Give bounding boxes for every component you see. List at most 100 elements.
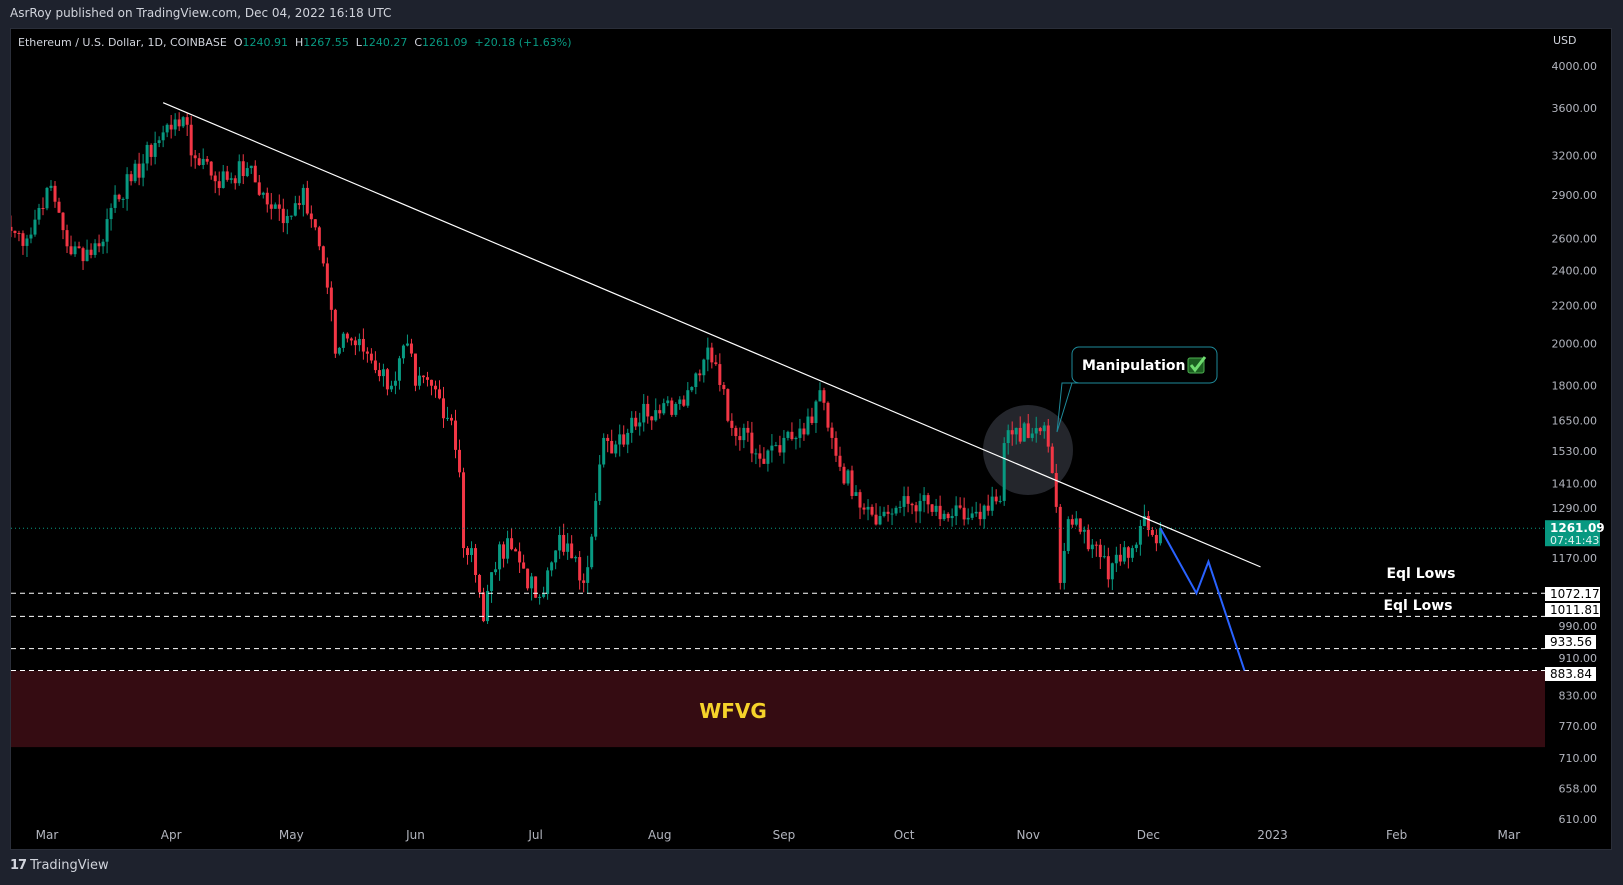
candle-body[interactable] (149, 144, 153, 157)
candle-body[interactable] (85, 249, 89, 262)
candle-body[interactable] (265, 192, 269, 205)
candle-body[interactable] (698, 373, 702, 376)
candle-body[interactable] (1146, 516, 1150, 530)
candle-body[interactable] (562, 534, 566, 552)
candle-body[interactable] (109, 207, 113, 220)
candle-body[interactable] (1114, 554, 1118, 564)
candle-body[interactable] (902, 496, 906, 507)
candle-body[interactable] (558, 534, 562, 551)
candle-body[interactable] (962, 507, 966, 520)
candle-body[interactable] (269, 204, 273, 209)
candle-body[interactable] (1022, 423, 1026, 442)
candle-body[interactable] (1078, 518, 1082, 532)
candle-body[interactable] (297, 203, 301, 205)
candle-body[interactable] (389, 385, 393, 390)
candle-body[interactable] (233, 178, 237, 184)
candle-body[interactable] (1126, 547, 1130, 558)
candle-body[interactable] (534, 576, 538, 598)
candle-body[interactable] (738, 436, 742, 441)
candle-body[interactable] (1050, 446, 1054, 474)
candle-body[interactable] (722, 384, 726, 390)
candle-body[interactable] (714, 362, 718, 365)
candle-body[interactable] (986, 505, 990, 511)
candle-body[interactable] (922, 495, 926, 501)
candle-body[interactable] (341, 333, 345, 348)
candle-body[interactable] (365, 351, 369, 354)
candle-body[interactable] (1102, 556, 1106, 558)
candle-body[interactable] (1066, 519, 1070, 551)
candle-body[interactable] (498, 544, 502, 570)
candle-body[interactable] (598, 464, 602, 501)
candle-body[interactable] (13, 230, 17, 234)
candle-body[interactable] (490, 572, 494, 591)
candle-body[interactable] (502, 544, 506, 559)
candle-body[interactable] (193, 155, 197, 159)
candle-body[interactable] (353, 340, 357, 346)
candle-body[interactable] (261, 192, 265, 195)
candle-body[interactable] (1142, 516, 1146, 527)
candle-body[interactable] (630, 417, 634, 433)
candle-body[interactable] (946, 513, 950, 519)
candle-body[interactable] (566, 543, 570, 552)
candle-body[interactable] (462, 472, 466, 549)
candle-body[interactable] (1058, 506, 1062, 583)
candle-body[interactable] (29, 234, 33, 239)
candle-body[interactable] (305, 187, 309, 214)
candle-body[interactable] (578, 557, 582, 581)
candle-body[interactable] (145, 144, 149, 164)
candle-body[interactable] (381, 369, 385, 377)
candle-body[interactable] (950, 516, 954, 519)
candle-body[interactable] (786, 431, 790, 438)
candle-body[interactable] (213, 175, 217, 182)
candle-body[interactable] (850, 470, 854, 496)
candle-body[interactable] (377, 370, 381, 377)
candle-body[interactable] (494, 569, 498, 573)
candle-body[interactable] (405, 343, 409, 346)
candle-body[interactable] (606, 437, 610, 441)
candle-body[interactable] (1090, 544, 1094, 550)
candle-body[interactable] (1030, 433, 1034, 438)
candle-body[interactable] (586, 567, 590, 583)
candle-body[interactable] (570, 543, 574, 559)
candle-body[interactable] (542, 594, 546, 597)
candle-body[interactable] (93, 243, 97, 255)
candle-body[interactable] (81, 248, 85, 262)
candle-body[interactable] (401, 345, 405, 359)
candle-body[interactable] (77, 246, 81, 249)
candle-body[interactable] (333, 309, 337, 354)
candle-body[interactable] (1018, 427, 1022, 442)
candle-body[interactable] (694, 373, 698, 388)
candle-body[interactable] (137, 163, 141, 178)
candle-body[interactable] (397, 358, 401, 381)
candle-body[interactable] (638, 422, 642, 427)
candle-body[interactable] (610, 440, 614, 454)
candle-body[interactable] (1074, 518, 1078, 525)
candle-body[interactable] (277, 204, 281, 209)
candle-body[interactable] (846, 470, 850, 484)
candle-body[interactable] (49, 185, 53, 188)
candle-body[interactable] (73, 246, 77, 255)
candle-body[interactable] (954, 505, 958, 517)
candle-body[interactable] (810, 416, 814, 424)
trendline[interactable] (162, 102, 1261, 568)
candle-body[interactable] (906, 496, 910, 504)
candle-body[interactable] (758, 453, 762, 459)
candle-body[interactable] (1046, 425, 1050, 447)
candle-body[interactable] (361, 338, 365, 352)
candle-body[interactable] (369, 353, 373, 361)
candle-body[interactable] (994, 496, 998, 502)
candle-body[interactable] (185, 117, 189, 125)
candle-body[interactable] (1054, 473, 1058, 507)
candle-body[interactable] (317, 227, 321, 247)
candle-body[interactable] (530, 576, 534, 589)
candle-body[interactable] (313, 219, 317, 228)
candle-body[interactable] (750, 432, 754, 454)
candle-body[interactable] (510, 538, 514, 550)
candle-body[interactable] (349, 338, 353, 341)
candle-body[interactable] (113, 194, 117, 208)
candle-body[interactable] (1006, 430, 1010, 444)
candle-body[interactable] (974, 511, 978, 514)
candle-body[interactable] (153, 143, 157, 157)
candle-body[interactable] (217, 181, 221, 188)
